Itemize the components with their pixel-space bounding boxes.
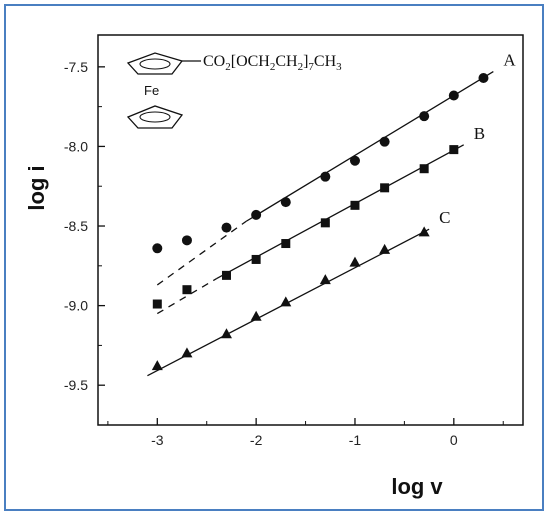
data-markers	[151, 72, 489, 371]
data-point-a	[478, 72, 489, 83]
x-tick-label: 0	[450, 432, 458, 448]
data-point-a	[152, 243, 163, 254]
x-tick-label: -1	[349, 432, 362, 448]
data-point-a	[379, 136, 390, 147]
data-point-a	[181, 235, 192, 246]
cyclopentadienyl-ring-top	[126, 52, 184, 75]
data-point-c	[220, 328, 232, 339]
fit-line-dashed-a	[156, 220, 247, 286]
data-point-a	[280, 197, 291, 208]
metal-label: Fe	[144, 83, 159, 98]
data-point-c	[379, 243, 391, 254]
data-point-b	[320, 218, 330, 228]
data-point-b	[380, 183, 390, 193]
x-tick-label: -3	[151, 432, 164, 448]
substituent-formula: CO2[OCH2CH2]7CH3	[203, 53, 342, 73]
data-point-a	[251, 209, 262, 220]
ticks	[98, 66, 504, 425]
tick-labels: -3 -2 -1 0 -9.5 -9.0 -8.5 -8.0 -7.5	[64, 59, 458, 448]
data-point-c	[250, 310, 262, 321]
data-point-a	[221, 222, 232, 233]
data-point-b	[449, 145, 459, 155]
series-label-c: C	[439, 208, 450, 227]
data-point-b	[419, 164, 429, 174]
aromatic-ring-bottom	[139, 111, 171, 123]
data-point-c	[151, 360, 163, 371]
data-point-a	[320, 171, 331, 182]
data-point-a	[419, 111, 430, 122]
y-axis-title: log i	[24, 165, 49, 210]
series-label-a: A	[503, 51, 516, 70]
y-tick-label: -8.5	[64, 218, 88, 234]
data-point-b	[182, 285, 192, 295]
data-point-c	[181, 347, 193, 358]
fit-line-dashed-b	[156, 277, 217, 315]
data-point-c	[319, 274, 331, 285]
data-point-a	[448, 90, 459, 101]
data-point-b	[281, 239, 291, 249]
data-point-b	[251, 254, 261, 264]
y-tick-label: -8.0	[64, 138, 88, 154]
cyclopentadienyl-ring-bottom	[126, 105, 184, 129]
y-tick-label: -9.5	[64, 377, 88, 393]
y-tick-label: -7.5	[64, 59, 88, 75]
data-point-b	[152, 299, 162, 309]
series-labels: A B C	[439, 51, 516, 228]
x-axis-title: log v	[391, 474, 443, 499]
ferrocene-structure: Fe CO2[OCH2CH2]7CH3	[126, 52, 342, 129]
y-tick-label: -9.0	[64, 298, 88, 314]
data-point-b	[221, 270, 231, 280]
data-point-c	[418, 226, 430, 237]
x-tick-label: -2	[250, 432, 263, 448]
data-point-c	[349, 256, 361, 267]
plot-area	[97, 34, 524, 426]
data-point-b	[350, 200, 360, 210]
figure-frame	[4, 4, 544, 511]
data-point-c	[280, 296, 292, 307]
aromatic-ring-top	[139, 58, 171, 70]
data-point-a	[349, 155, 360, 166]
series-label-b: B	[474, 124, 485, 143]
